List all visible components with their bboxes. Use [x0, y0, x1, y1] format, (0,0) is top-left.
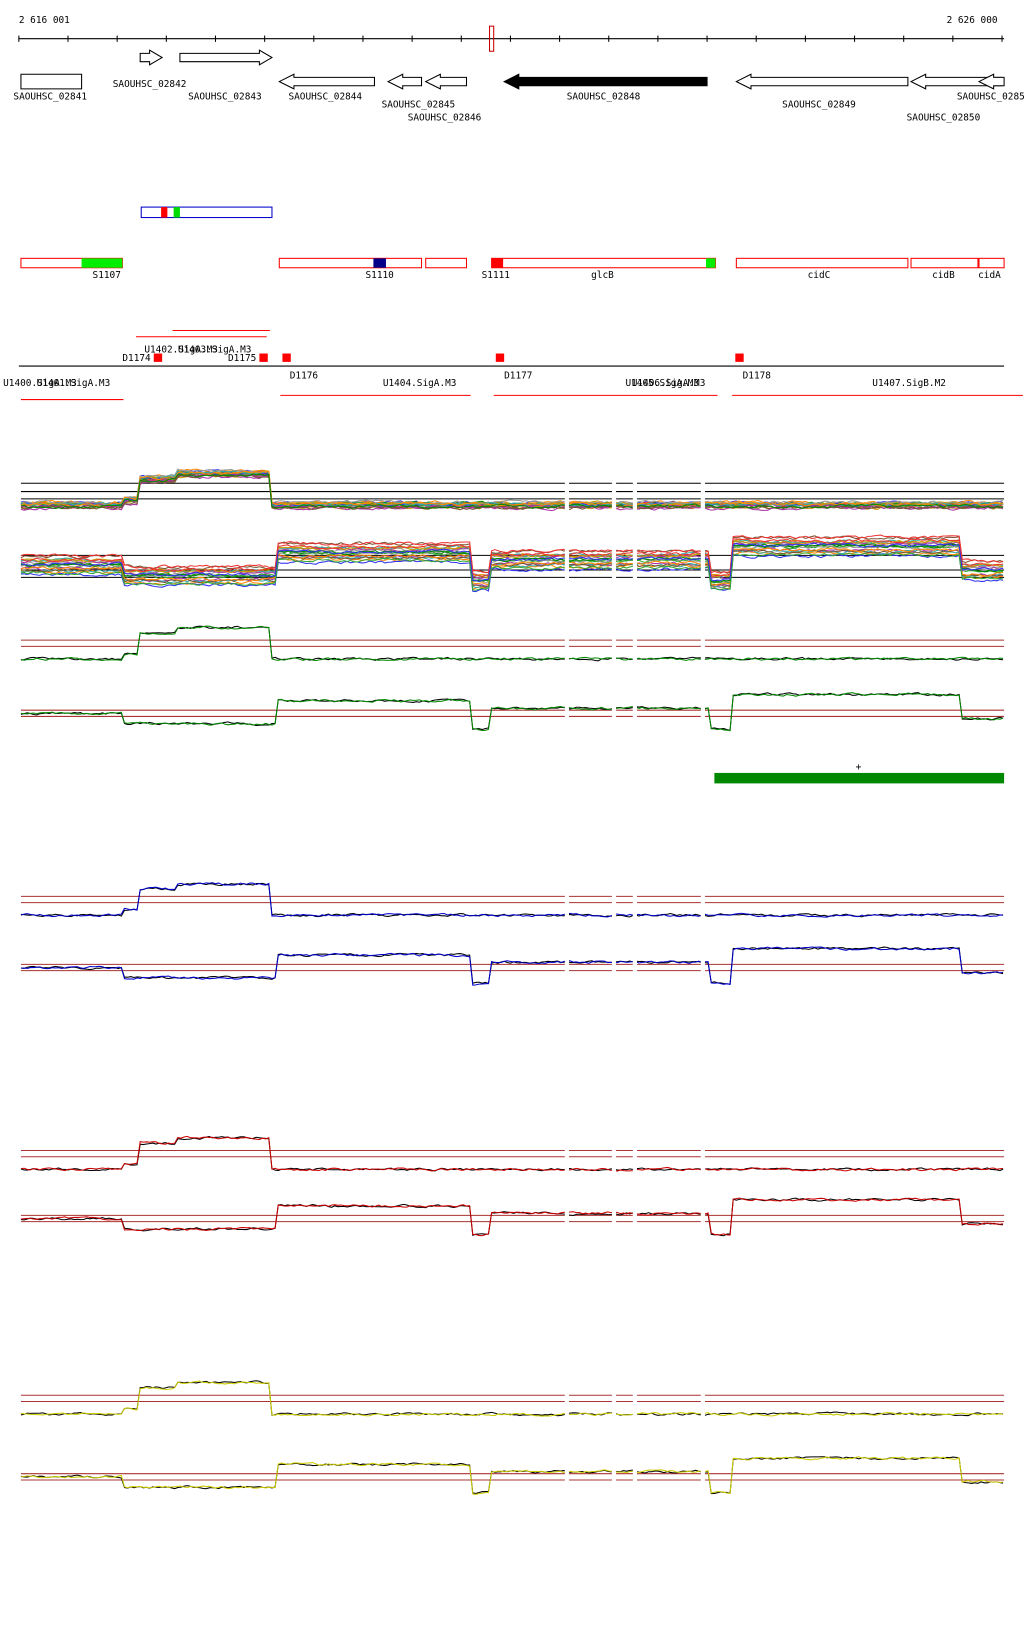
promoter-box [153, 353, 163, 362]
gap [632, 460, 637, 1611]
signal-trace [20, 625, 1004, 662]
promoter-label: D1175 [228, 353, 256, 364]
signal-trace [20, 1380, 1004, 1417]
feature-box [910, 257, 979, 269]
marker: + [856, 762, 862, 773]
signal-trace [20, 625, 1004, 662]
feature-box [173, 207, 180, 218]
signal-trace [20, 552, 1004, 591]
promoter-label: U1403.SigA.M3 [178, 344, 252, 355]
promoter-box [259, 353, 268, 362]
signal-trace [20, 1380, 1004, 1417]
signal-trace [20, 468, 1004, 506]
gene [424, 73, 468, 90]
feature-label: cidA [978, 270, 1001, 281]
gene-label: SAOUHSC_02843 [188, 91, 262, 102]
signal-trace [20, 882, 1004, 918]
signal-trace [20, 1135, 1004, 1172]
signal-trace [20, 539, 1004, 579]
signal-trace [20, 692, 1004, 732]
promoter-box [495, 353, 505, 362]
feature-box [278, 257, 423, 269]
ruler-mark [488, 25, 495, 52]
signal-trace [20, 542, 1004, 582]
coord-start: 2 616 001 [19, 15, 70, 26]
signal-trace [20, 470, 1004, 507]
signal-trace [20, 882, 1004, 918]
gene-label: SAOUHSC_02849 [782, 100, 856, 111]
signal-trace [20, 946, 1004, 985]
signal-trace [20, 473, 1004, 510]
feature-box [425, 257, 468, 269]
gene [386, 73, 423, 90]
gene [977, 73, 1005, 90]
signal-trace [20, 1456, 1004, 1495]
feature-box [978, 257, 1005, 269]
promoter-label: U1400.SigA.M3 [3, 378, 77, 389]
gene-label: SAOUHSC_02845 [382, 100, 456, 111]
feature-fill [491, 258, 504, 268]
gap [700, 460, 705, 1611]
gene [278, 73, 375, 90]
promoter-box [735, 353, 744, 362]
gene-label: SAOUHSC_02848 [567, 91, 641, 102]
feature-label: S1111 [482, 270, 511, 281]
feature-box [735, 257, 909, 269]
promoter-label: U1404.SigA.M3 [383, 378, 457, 389]
gene [139, 49, 164, 66]
signal-trace [20, 468, 1004, 505]
gene-label: SAOUHSC_02844 [288, 91, 362, 102]
signal-trace [20, 547, 1004, 586]
gene [502, 73, 708, 90]
coord-end: 2 626 000 [947, 15, 998, 26]
promoter-label: U1406.SigA.M3 [632, 378, 706, 389]
gene-label: SAOUHSC_02851 [957, 91, 1024, 102]
promoter-box [282, 353, 291, 362]
promoter-label: U1402.SigA.M3 [144, 344, 218, 355]
gene-label: SAOUHSC_02850 [907, 112, 981, 123]
signal-trace [20, 946, 1004, 986]
feature-box [491, 257, 716, 269]
gene-label: SAOUHSC_02841 [13, 91, 87, 102]
promoter-label: D1176 [290, 371, 319, 382]
signal-trace [20, 1135, 1004, 1172]
signal-trace [20, 534, 1004, 574]
gene [20, 73, 83, 90]
feature-label: glcB [591, 270, 614, 281]
feature-label: S1110 [366, 270, 395, 281]
gene-label: SAOUHSC_02846 [408, 112, 482, 123]
promoter-label: D1178 [743, 371, 772, 382]
feature-fill [706, 258, 716, 268]
signal-trace [20, 1456, 1004, 1495]
feature-label: S1107 [93, 270, 121, 281]
gene [179, 49, 273, 66]
feature-box [161, 207, 168, 218]
region-bar [714, 772, 1005, 784]
signal-trace [20, 538, 1004, 577]
promoter-label: U1407.SigB.M2 [872, 378, 946, 389]
promoter-label: U1405.SigA.M3 [625, 378, 699, 389]
promoter-label: D1174 [122, 353, 151, 364]
signal-trace [20, 692, 1004, 732]
feature-box [140, 206, 273, 219]
gene [735, 73, 909, 90]
gene-label: SAOUHSC_02842 [113, 79, 187, 90]
feature-fill [373, 258, 386, 268]
promoter-label: U1401.SigA.M3 [37, 378, 111, 389]
signal-trace [20, 469, 1004, 506]
feature-fill [81, 258, 123, 268]
gap [564, 460, 570, 1611]
feature-label: cidB [932, 270, 955, 281]
signal-trace [20, 1197, 1004, 1237]
promoter-label: D1177 [504, 371, 532, 382]
gap [611, 460, 617, 1611]
feature-label: cidC [808, 270, 831, 281]
